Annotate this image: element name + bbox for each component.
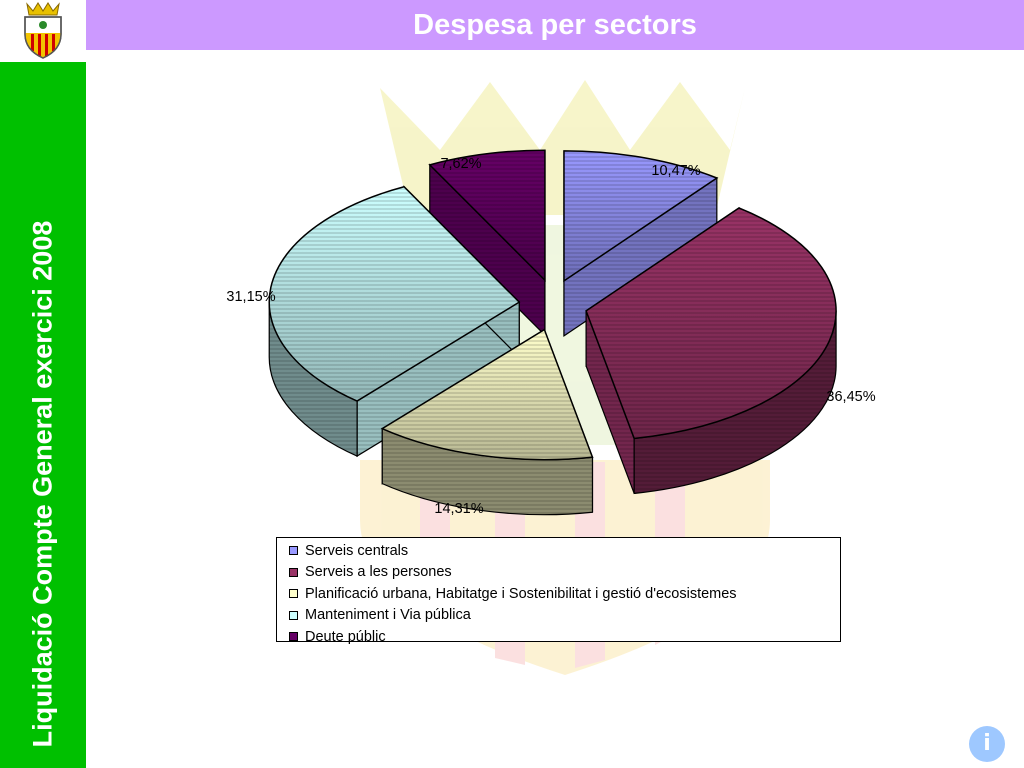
legend-swatch xyxy=(289,589,298,599)
pie-slice xyxy=(380,328,594,516)
legend-swatch xyxy=(289,610,298,620)
legend-swatch xyxy=(289,567,298,577)
sidebar: Liquidació Compte General exercici 2008 xyxy=(0,62,86,768)
legend-label: Serveis centrals xyxy=(305,542,409,559)
data-label: 7,62% xyxy=(440,156,481,172)
data-label: 14,31% xyxy=(434,501,483,517)
sidebar-title: Liquidació Compte General exercici 2008 xyxy=(27,220,58,748)
legend-item: Deute públic xyxy=(289,626,840,648)
legend-swatch xyxy=(289,546,298,556)
legend-item: Planificació urbana, Habitatge i Sosteni… xyxy=(289,583,840,605)
pie-slices xyxy=(268,149,837,516)
legend-label: Serveis a les persones xyxy=(305,564,452,581)
legend-label: Deute públic xyxy=(305,628,386,645)
header-bar: Despesa per sectors xyxy=(86,0,1024,50)
chart-legend: Serveis centrals Serveis a les persones Pl… xyxy=(276,537,841,645)
legend-item: Serveis a les persones xyxy=(289,562,840,584)
coat-of-arms-icon xyxy=(24,2,62,59)
pie-slice xyxy=(268,185,521,458)
pie-labels: 10,47% 36,45% 14,31% 31,15% 7,62% xyxy=(226,156,875,517)
legend-label: Planificació urbana, Habitatge i Sosteni… xyxy=(305,585,737,602)
page-title: Despesa per sectors xyxy=(413,9,697,41)
legend-item: Manteniment i Via pública xyxy=(289,605,840,627)
legend-label: Manteniment i Via pública xyxy=(305,607,471,624)
logo xyxy=(0,0,86,62)
pie-slice xyxy=(585,206,837,495)
legend-swatch xyxy=(289,632,298,642)
data-label: 31,15% xyxy=(226,289,275,305)
pie-slice xyxy=(428,149,546,337)
data-label: 10,47% xyxy=(651,163,700,179)
info-button[interactable]: i xyxy=(969,726,1005,762)
data-label: 36,45% xyxy=(826,389,875,405)
legend-item: Serveis centrals xyxy=(289,540,840,562)
